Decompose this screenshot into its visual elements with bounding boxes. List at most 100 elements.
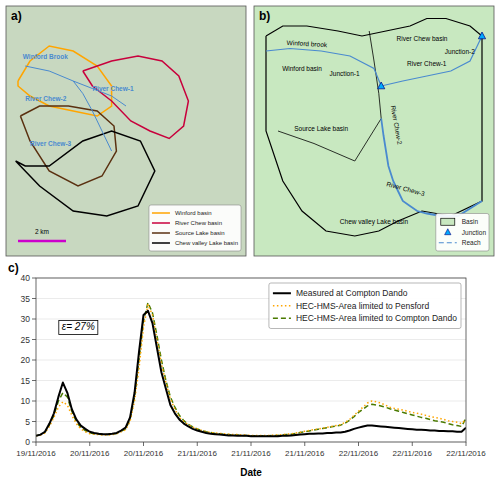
map-label: 2 km bbox=[35, 228, 49, 235]
junction bbox=[478, 32, 485, 39]
legend-label: River Chew basin bbox=[175, 220, 222, 226]
tick-label: 0 bbox=[25, 437, 30, 447]
panel-background bbox=[6, 6, 246, 256]
axis-label: Date bbox=[240, 467, 262, 478]
line-chart: c)051015202530354019/11/201620/11/201620… bbox=[8, 261, 486, 478]
basin-divide bbox=[369, 31, 381, 119]
legend-label: Chew valley Lake basin bbox=[175, 240, 238, 246]
tick-label: 20/11/2016 bbox=[124, 449, 164, 458]
tick bbox=[32, 360, 36, 361]
plot-frame bbox=[36, 278, 466, 442]
tick bbox=[197, 442, 198, 446]
tick bbox=[358, 442, 359, 446]
tick-label: 21/11/2016 bbox=[178, 449, 218, 458]
legend-label: Junction bbox=[462, 229, 487, 236]
tick-label: 40 bbox=[21, 273, 31, 283]
grid-line bbox=[36, 380, 466, 381]
legend-handle bbox=[152, 242, 170, 244]
legend-label: Reach bbox=[462, 239, 481, 246]
panel-title: c) bbox=[8, 261, 19, 275]
tick bbox=[89, 442, 90, 446]
legend-box bbox=[269, 283, 461, 329]
basin-outline bbox=[20, 106, 116, 186]
legend-label: Basin bbox=[462, 218, 479, 225]
tick bbox=[32, 278, 36, 279]
scale-bar bbox=[18, 240, 66, 243]
legend-box bbox=[436, 214, 489, 252]
legend-label: Source Lake basin bbox=[175, 230, 225, 236]
map-label: Winford Brook bbox=[23, 53, 68, 60]
legend-handle bbox=[273, 292, 291, 294]
basin-outline bbox=[83, 56, 189, 139]
tick-label: 5 bbox=[25, 417, 30, 427]
junction bbox=[378, 82, 385, 89]
tick bbox=[32, 319, 36, 320]
tick-label: 22/11/2016 bbox=[393, 449, 433, 458]
tick bbox=[32, 442, 36, 443]
diagram-label: Source Lake basin bbox=[294, 125, 348, 132]
reach bbox=[381, 36, 482, 86]
legend-label: Winford basin bbox=[175, 210, 212, 216]
basin-divide bbox=[278, 119, 381, 162]
legend-handle bbox=[152, 212, 170, 214]
legend-handle bbox=[273, 318, 291, 320]
tick-label: 22/11/2016 bbox=[446, 449, 486, 458]
diagram-label: River Chew-2 bbox=[390, 105, 404, 145]
grid-line bbox=[36, 421, 466, 422]
series-line bbox=[36, 303, 466, 436]
tick bbox=[32, 380, 36, 381]
legend-label: HEC-HMS-Area limited to Compton Dando bbox=[296, 313, 457, 323]
tick-label: 20/11/2016 bbox=[70, 449, 110, 458]
legend-handle bbox=[152, 222, 170, 224]
tick bbox=[304, 442, 305, 446]
legend-label: HEC-HMS-Area limited to Pensford bbox=[296, 301, 429, 311]
diagram-label: River Chew-1 bbox=[407, 60, 447, 67]
basin-boundary bbox=[266, 19, 482, 237]
legend-handle bbox=[439, 242, 457, 243]
tick bbox=[32, 421, 36, 422]
basin-outline bbox=[16, 131, 155, 216]
panel-title: a) bbox=[11, 9, 22, 23]
tick-label: 35 bbox=[21, 294, 31, 304]
diagram-label: River Chew-3 bbox=[386, 180, 426, 197]
legend-handle bbox=[445, 229, 451, 235]
map-panel: Winford Brook River Chew-1 River Chew-2 Riv… bbox=[6, 6, 246, 256]
map-label: River Chew-2 bbox=[25, 95, 67, 102]
diagram-label: River Chew basin bbox=[397, 35, 448, 42]
legend-handle bbox=[441, 218, 455, 225]
reach bbox=[266, 49, 381, 87]
tick bbox=[32, 401, 36, 402]
diagram-label: Chew valley Lake basin bbox=[340, 218, 409, 226]
map-label: River Chew-1 bbox=[92, 85, 134, 92]
tick bbox=[32, 339, 36, 340]
panel-background bbox=[254, 6, 494, 256]
plot-background bbox=[36, 278, 466, 442]
series-group bbox=[36, 303, 466, 437]
panel-title: b) bbox=[259, 9, 270, 23]
legend-handle bbox=[152, 232, 170, 234]
tick-label: 25 bbox=[21, 335, 31, 345]
tick bbox=[412, 442, 413, 446]
tick-label: 10 bbox=[21, 396, 31, 406]
tick-label: 21/11/2016 bbox=[231, 449, 271, 458]
tick-label: 30 bbox=[21, 314, 31, 324]
diagram-label: Junction-2 bbox=[445, 48, 475, 55]
legend: Measured at Compton Dando HEC-HMS-Area li… bbox=[269, 283, 461, 329]
grid-line bbox=[36, 339, 466, 340]
series-line bbox=[36, 311, 466, 436]
diagram-panel: Winford brookWinford basinRiver Chew bas… bbox=[254, 6, 494, 256]
tick-label: 21/11/2016 bbox=[285, 449, 325, 458]
legend-handle bbox=[273, 305, 291, 307]
diagram-label: Winford brook bbox=[287, 39, 329, 48]
legend-label: Measured at Compton Dando bbox=[296, 288, 408, 298]
annotation-box bbox=[59, 320, 98, 334]
diagram-label: Junction-1 bbox=[330, 70, 360, 77]
tick-label: 20 bbox=[21, 355, 31, 365]
figure: Winford Brook River Chew-1 River Chew-2 Riv… bbox=[0, 0, 500, 493]
tick-label: 22/11/2016 bbox=[339, 449, 379, 458]
tick bbox=[251, 442, 252, 446]
tick-label: 15 bbox=[21, 376, 31, 386]
legend: Winford basin River Chew basin Source Lake… bbox=[149, 205, 241, 251]
tick bbox=[143, 442, 144, 446]
tick bbox=[466, 442, 467, 446]
